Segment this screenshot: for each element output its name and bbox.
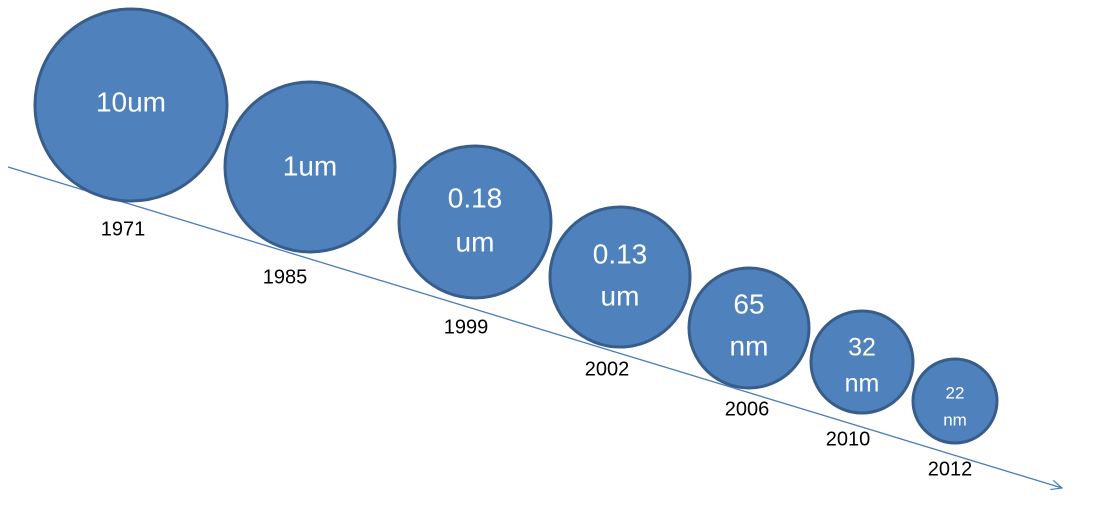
node-label: 0.18 (448, 182, 503, 213)
node-circle (687, 266, 811, 390)
year-label: 2002 (585, 358, 630, 380)
node-label: um (601, 280, 640, 311)
node-label: 10um (96, 86, 166, 117)
year-label: 2006 (725, 398, 770, 420)
timeline-arrow (7, 166, 1062, 488)
node-label: 32 (848, 334, 876, 362)
node-label: nm (845, 370, 880, 398)
node-label: um (456, 226, 495, 257)
year-label: 2012 (928, 458, 973, 480)
node-circle (223, 80, 397, 254)
node-label: 0.13 (593, 238, 648, 269)
node-label: 1um (283, 150, 337, 181)
node-label: 65 (733, 288, 764, 319)
node-label: nm (730, 330, 769, 361)
year-label: 2010 (826, 428, 871, 450)
node-circle (809, 309, 915, 415)
node-label: 22 (946, 383, 965, 402)
node-circle (548, 205, 692, 349)
node-label: nm (943, 410, 967, 429)
year-label: 1985 (263, 266, 308, 288)
node-circle (33, 7, 229, 203)
node-circle (397, 144, 553, 300)
year-label: 1971 (101, 218, 146, 240)
node-circle (911, 357, 999, 445)
year-label: 1999 (444, 316, 489, 338)
